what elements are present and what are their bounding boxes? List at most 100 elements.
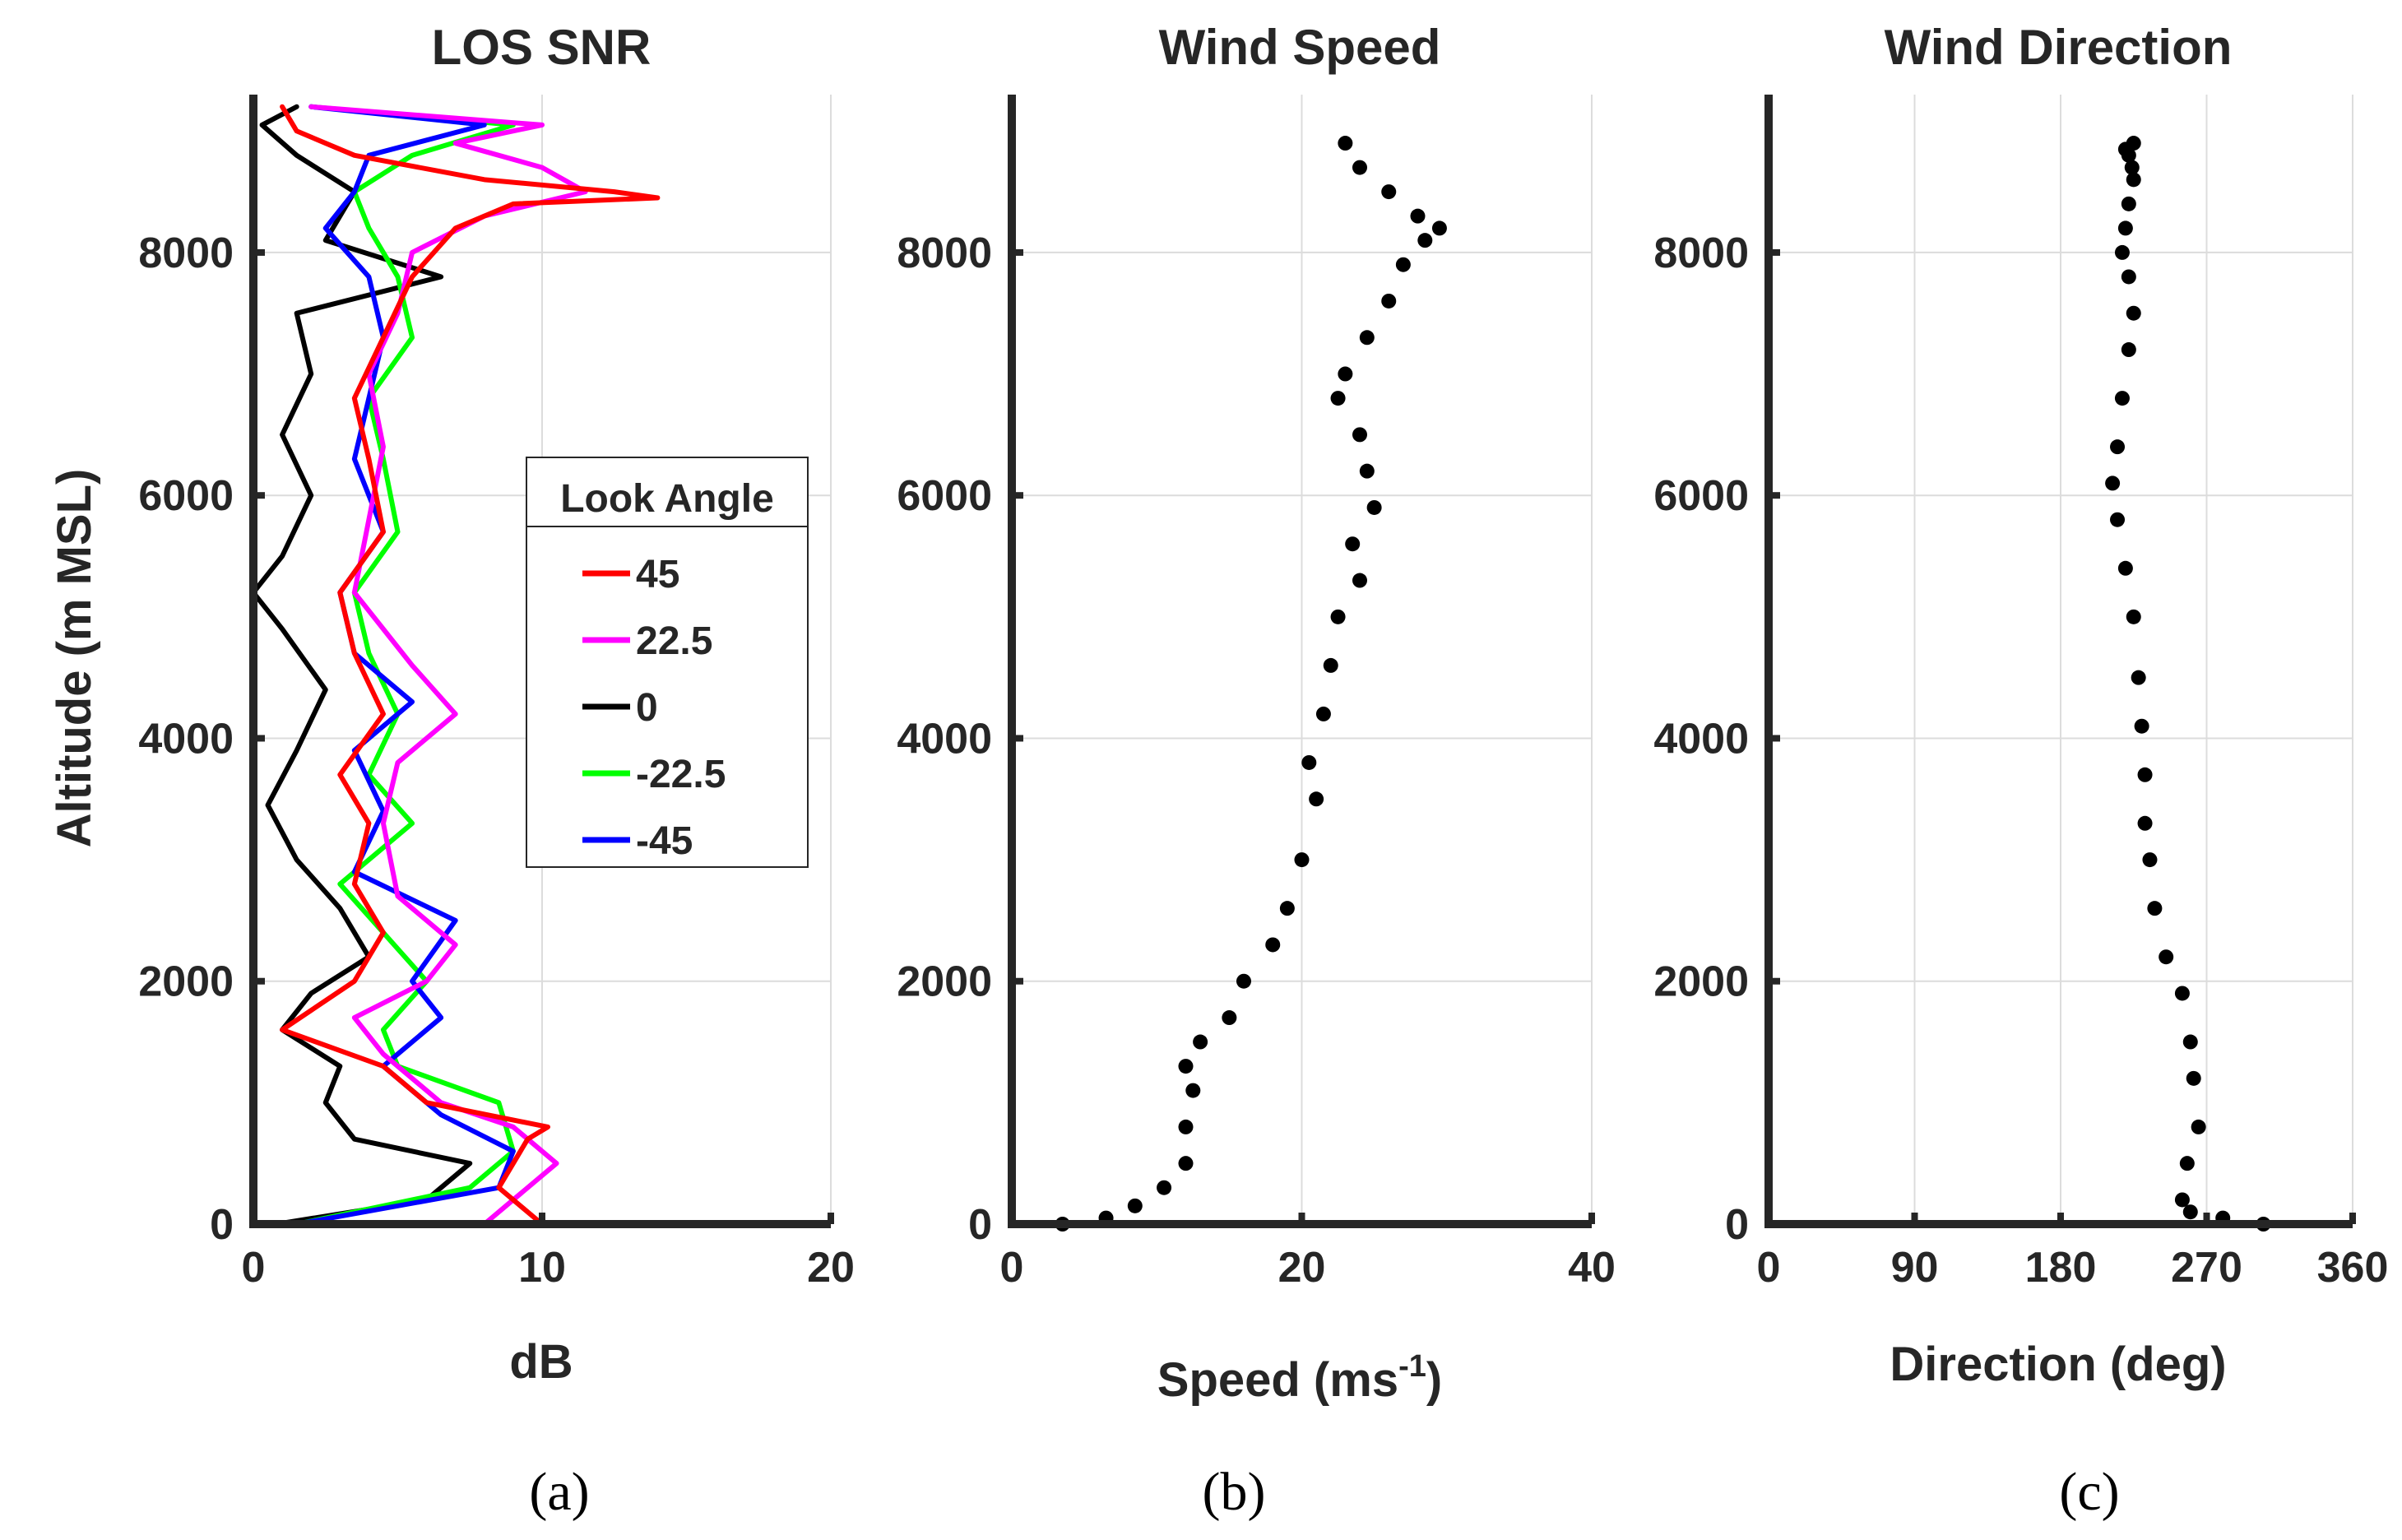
y-tick-label: 6000 — [1653, 472, 1749, 520]
y-tick-label: 4000 — [1653, 715, 1749, 763]
y-tick-label: 4000 — [138, 715, 234, 763]
y-tick-label: 8000 — [1653, 230, 1749, 277]
wind-direction-point — [2124, 160, 2140, 175]
y-tick-label: 0 — [968, 1201, 992, 1249]
x-tick-label: 40 — [1568, 1244, 1616, 1292]
x-tick-label: 10 — [518, 1244, 566, 1292]
wind-speed-x-axis-label-exponent: -1 — [1398, 1349, 1426, 1384]
wind-speed-point — [1352, 573, 1367, 588]
wind-speed-point — [1315, 706, 1331, 721]
wind-direction-point — [2126, 305, 2141, 321]
wind-speed-panel: Wind Speed 0 20 40 0 2000 4000 6000 8000 Speed … — [897, 20, 1616, 1407]
altitude-y-axis-label: Altitude (m MSL) — [48, 469, 101, 848]
wind-direction-point — [2182, 1204, 2198, 1220]
y-tick-label: 8000 — [897, 230, 992, 277]
wind-speed-point — [1236, 973, 1251, 989]
wind-direction-point — [2174, 1192, 2190, 1208]
wind-direction-point — [2131, 670, 2146, 685]
wind-speed-point — [1157, 1180, 1172, 1195]
x-tick-label: 360 — [2317, 1244, 2389, 1292]
wind-direction-x-axis-label: Direction (deg) — [1890, 1338, 2226, 1391]
wind-speed-point — [1222, 1010, 1237, 1026]
wind-direction-point — [2182, 1034, 2198, 1050]
wind-speed-point — [1338, 136, 1353, 151]
wind-speed-point — [1410, 208, 1426, 224]
wind-direction-point — [2117, 560, 2133, 576]
wind-speed-grid — [1011, 95, 1593, 1225]
wind-speed-point — [1265, 937, 1281, 953]
wind-speed-point — [1178, 1119, 1194, 1134]
wind-speed-chart-title: Wind Speed — [1159, 20, 1441, 75]
caption-b: (b) — [1203, 1462, 1266, 1522]
snr-panel: LOS SNR 0 10 20 0 2000 4000 6000 8000 dB Altitu… — [48, 20, 855, 1389]
y-tick-label: 8000 — [138, 230, 234, 277]
legend-label: -22.5 — [636, 753, 726, 796]
wind-direction-panel: Wind Direction 0 90 180 270 360 0 2000 4000 6000… — [1653, 20, 2388, 1391]
wind-direction-point — [2191, 1119, 2206, 1134]
snr-series-line-0 — [251, 104, 473, 1227]
wind-speed-point — [1345, 536, 1361, 552]
wind-speed-axes — [1008, 95, 1595, 1228]
wind-speed-plot-area — [1055, 136, 1447, 1232]
wind-speed-point — [1185, 1083, 1201, 1098]
wind-direction-point — [2147, 901, 2163, 916]
wind-speed-point — [1330, 609, 1346, 624]
wind-speed-point — [1330, 391, 1346, 406]
wind-direction-point — [2126, 172, 2141, 188]
x-tick-label: 180 — [2025, 1244, 2097, 1292]
wind-direction-point — [2110, 439, 2126, 455]
wind-direction-point — [2117, 220, 2133, 236]
x-tick-label: 90 — [1891, 1244, 1939, 1292]
wind-direction-point — [2179, 1156, 2195, 1171]
wind-speed-point — [1359, 330, 1375, 346]
legend-label: -45 — [636, 819, 693, 863]
wind-speed-point — [1359, 463, 1375, 479]
wind-direction-point — [2121, 269, 2136, 285]
wind-speed-point — [1417, 233, 1433, 248]
snr-series-line-45 — [280, 104, 661, 1227]
wind-direction-point — [2137, 767, 2153, 782]
wind-speed-point — [1352, 160, 1367, 175]
wind-direction-point — [2126, 136, 2141, 151]
wind-speed-point — [1366, 499, 1382, 515]
x-tick-label: 0 — [1000, 1244, 1024, 1292]
y-tick-label: 2000 — [897, 958, 992, 1006]
wind-direction-point — [2159, 949, 2174, 965]
y-tick-label: 0 — [1725, 1201, 1749, 1249]
wind-speed-x-axis-label: Speed (ms-1) — [1157, 1349, 1442, 1407]
legend-title: Look Angle — [560, 477, 774, 521]
wind-speed-point — [1395, 257, 1411, 272]
wind-direction-axes — [1764, 95, 2356, 1228]
y-tick-label: 6000 — [897, 472, 992, 520]
y-tick-label: 4000 — [897, 715, 992, 763]
snr-tick-labels: 0 10 20 0 2000 4000 6000 8000 — [138, 230, 855, 1292]
wind-direction-plot-area — [2105, 136, 2271, 1232]
wind-direction-point — [2121, 196, 2136, 211]
y-tick-label: 0 — [210, 1201, 234, 1249]
wind-direction-point — [2186, 1070, 2201, 1086]
y-tick-label: 2000 — [138, 958, 234, 1006]
snr-plot-area — [251, 104, 661, 1227]
wind-speed-point — [1381, 184, 1397, 200]
wind-speed-point — [1294, 852, 1310, 868]
wind-speed-point — [1279, 901, 1295, 916]
wind-speed-point — [1323, 657, 1338, 673]
snr-x-axis-label: dB — [509, 1335, 573, 1389]
x-tick-label: 20 — [807, 1244, 855, 1292]
look-angle-legend: Look Angle 45 22.5 0 -22.5 -45 — [526, 457, 809, 868]
wind-direction-point — [2134, 718, 2149, 734]
snr-series-line-neg22_5 — [294, 104, 516, 1227]
wind-speed-point — [1338, 366, 1353, 382]
snr-series-line-22_5 — [308, 104, 588, 1227]
wind-direction-tick-labels: 0 90 180 270 360 0 2000 4000 6000 8000 — [1653, 230, 2388, 1292]
wind-speed-point — [1193, 1034, 1208, 1050]
wind-speed-x-axis-label-base: Speed (ms — [1157, 1353, 1398, 1407]
wind-direction-point — [2121, 342, 2136, 358]
legend-label: 22.5 — [636, 619, 712, 663]
legend-items: 45 22.5 0 -22.5 -45 — [582, 553, 726, 863]
y-tick-label: 6000 — [138, 472, 234, 520]
wind-direction-point — [2114, 391, 2130, 406]
y-tick-label: 2000 — [1653, 958, 1749, 1006]
x-tick-label: 20 — [1278, 1244, 1326, 1292]
wind-speed-point — [1178, 1059, 1194, 1074]
